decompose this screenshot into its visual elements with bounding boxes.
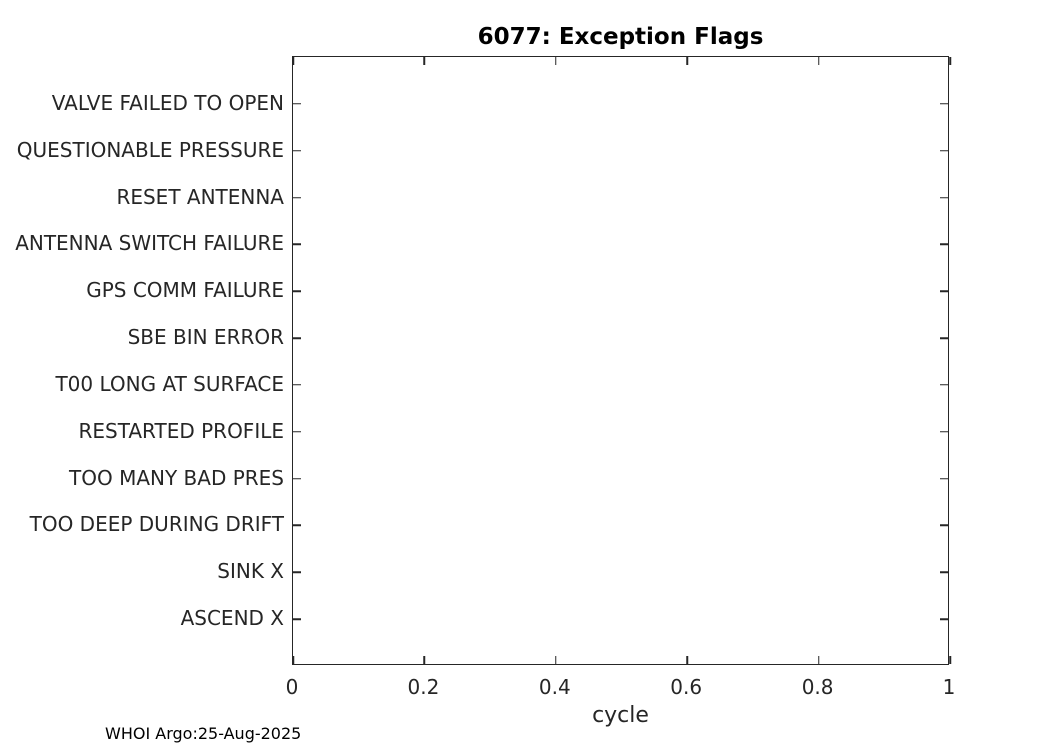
y-tick-label: QUESTIONABLE PRESSURE — [16, 137, 284, 162]
x-tick-mark-top — [292, 57, 294, 65]
y-tick-label: TOO DEEP DURING DRIFT — [29, 512, 284, 537]
y-tick-label: ANTENNA SWITCH FAILURE — [15, 231, 284, 256]
x-axis-title: cycle — [592, 703, 649, 728]
x-tick-mark-top — [686, 57, 688, 65]
x-tick-mark-top — [817, 57, 820, 65]
y-tick-mark-left — [293, 384, 301, 386]
x-tick-mark-top — [949, 57, 951, 65]
y-tick-mark-left — [293, 337, 301, 339]
y-tick-label: VALVE FAILED TO OPEN — [51, 90, 284, 115]
y-tick-mark-left — [293, 290, 301, 292]
y-tick-mark-left — [293, 149, 301, 152]
y-tick-label: T00 LONG AT SURFACE — [55, 371, 284, 396]
y-tick-mark-right — [940, 524, 948, 527]
y-tick-label: ASCEND X — [180, 606, 284, 631]
x-tick-mark-bottom — [686, 656, 688, 664]
x-tick-mark-bottom — [555, 656, 557, 664]
plot-area — [292, 56, 951, 665]
y-tick-mark-left — [293, 524, 301, 527]
y-tick-mark-right — [940, 196, 948, 199]
y-tick-mark-right — [940, 337, 948, 339]
y-tick-label: GPS COMM FAILURE — [86, 278, 284, 303]
x-tick-label: 0.2 — [407, 675, 440, 699]
y-tick-mark-left — [293, 571, 301, 574]
y-tick-mark-right — [940, 290, 948, 292]
x-tick-mark-bottom — [817, 656, 820, 664]
y-tick-mark-right — [940, 149, 948, 152]
x-tick-label: 1 — [942, 675, 956, 699]
y-tick-mark-left — [293, 243, 301, 246]
x-tick-mark-bottom — [949, 656, 951, 664]
y-tick-label: SBE BIN ERROR — [127, 325, 284, 350]
x-tick-label: 0 — [285, 675, 299, 699]
x-tick-mark-bottom — [423, 656, 426, 664]
y-tick-mark-left — [293, 477, 301, 480]
x-tick-label: 0.6 — [670, 675, 703, 699]
y-tick-mark-right — [940, 431, 948, 433]
y-tick-mark-right — [940, 243, 948, 246]
x-tick-label: 0.4 — [538, 675, 571, 699]
y-tick-mark-left — [293, 431, 301, 433]
y-tick-mark-left — [293, 103, 301, 105]
y-tick-mark-right — [940, 384, 948, 386]
y-tick-mark-right — [940, 103, 948, 105]
y-tick-label: RESTARTED PROFILE — [78, 418, 284, 443]
x-tick-mark-bottom — [292, 656, 294, 664]
x-tick-label: 0.8 — [801, 675, 834, 699]
chart-title: 6077: Exception Flags — [477, 24, 764, 50]
y-tick-mark-right — [940, 618, 948, 620]
footer-annotation: WHOI Argo:25-Aug-2025 — [105, 724, 302, 743]
y-tick-mark-right — [940, 571, 948, 574]
y-tick-label: RESET ANTENNA — [116, 184, 284, 209]
y-tick-mark-left — [293, 618, 301, 620]
y-tick-mark-left — [293, 196, 301, 199]
x-tick-mark-top — [555, 57, 557, 65]
y-tick-label: SINK X — [217, 559, 284, 584]
y-tick-label: TOO MANY BAD PRES — [69, 465, 284, 490]
y-tick-mark-right — [940, 477, 948, 480]
x-tick-mark-top — [423, 57, 426, 65]
